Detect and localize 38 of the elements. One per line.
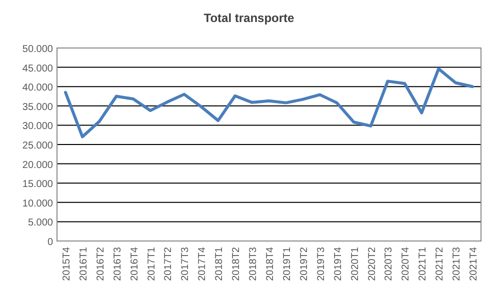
y-tick-label: 50.000: [22, 44, 54, 55]
x-tick-label: 2018T1: [214, 246, 226, 281]
x-tick-label: 2021T4: [468, 246, 480, 281]
x-tick-label: 2020T2: [366, 246, 378, 281]
x-tick-label: 2020T1: [350, 246, 361, 281]
x-tick-label: 2016T4: [129, 246, 140, 281]
y-tick-label: 10.000: [22, 198, 54, 210]
y-tick-label: 45.000: [22, 63, 54, 74]
y-tick-label: 25.000: [22, 140, 54, 152]
x-tick-label: 2017T4: [197, 246, 208, 281]
x-tick-label: 2020T4: [400, 246, 412, 281]
x-tick-label: 2018T3: [248, 246, 260, 281]
y-tick-label: 20.000: [22, 160, 54, 171]
x-tick-label: 2019T3: [316, 246, 327, 281]
line-series: [64, 67, 474, 138]
y-tick-label: 15.000: [22, 179, 54, 190]
x-tick-label: 2017T1: [146, 246, 158, 281]
x-tick-label: 2018T4: [265, 246, 276, 281]
x-tick-label: 2019T2: [298, 246, 310, 281]
x-tick-label: 2015T4: [61, 246, 72, 281]
x-tick-label: 2021T2: [434, 246, 446, 281]
x-tick-label: 2016T2: [95, 246, 106, 281]
x-tick-label: 2021T1: [418, 246, 429, 281]
x-tick-label: 2019T4: [332, 246, 344, 281]
y-tick-label: 40.000: [22, 82, 54, 94]
x-tick-label: 2019T1: [282, 246, 293, 281]
y-tick-label: 5.000: [28, 218, 54, 229]
x-tick-label: 2016T1: [78, 246, 90, 281]
x-tick-label: 2017T2: [163, 246, 174, 281]
y-tick-label: 30.000: [22, 121, 54, 132]
x-tick-label: 2020T3: [384, 246, 395, 281]
chart-title: Total transporte: [204, 11, 295, 25]
x-tick-label: 2018T2: [231, 246, 242, 281]
x-tick-label: 2016T3: [112, 246, 124, 281]
y-tick-label: 35.000: [22, 102, 54, 113]
x-tick-label: 2021T3: [452, 246, 463, 281]
y-tick-label: 0: [47, 237, 54, 248]
x-tick-label: 2017T3: [180, 246, 192, 281]
